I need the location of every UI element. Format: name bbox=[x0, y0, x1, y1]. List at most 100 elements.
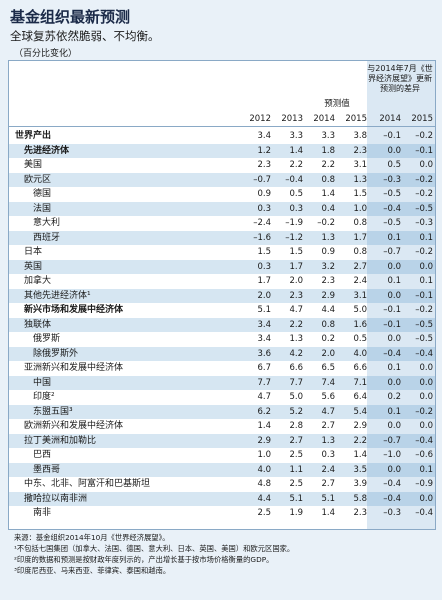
table-row: 法国 0.3 0.3 0.4 1.0 –0.4 –0.5 bbox=[9, 201, 435, 216]
value-cell: –0.4 bbox=[415, 508, 433, 518]
value-cell: 0.2 bbox=[387, 392, 401, 402]
note: 来源：基金组织2014年10月《世界经济展望》。 bbox=[14, 533, 170, 542]
value-cell: 3.1 bbox=[353, 290, 367, 301]
value-cell: –0.4 bbox=[415, 348, 433, 359]
table-row: 加拿大 1.7 2.0 2.3 2.4 0.1 0.1 bbox=[9, 274, 435, 289]
value-cell: –0.4 bbox=[383, 479, 401, 489]
value-cell: 1.4 bbox=[353, 450, 367, 460]
value-cell: 5.0 bbox=[289, 392, 303, 402]
table-row: 英国 0.3 1.7 3.2 2.7 0.0 0.0 bbox=[9, 259, 435, 274]
value-cell: –0.1 bbox=[383, 305, 401, 315]
value-cell: 2.0 bbox=[289, 276, 303, 286]
note: ³印度尼西亚、马来西亚、菲律宾、泰国和越南。 bbox=[14, 566, 171, 575]
value-cell: 0.0 bbox=[419, 261, 433, 272]
value-cell: 2.2 bbox=[289, 319, 303, 330]
value-cell: 7.7 bbox=[257, 377, 271, 388]
value-cell: 1.5 bbox=[353, 189, 367, 199]
value-cell: 0.0 bbox=[387, 464, 401, 475]
row-shade bbox=[367, 201, 435, 216]
row-label: 日本 bbox=[24, 247, 43, 257]
value-cell: –0.9 bbox=[415, 479, 433, 489]
value-cell: –0.1 bbox=[415, 145, 433, 156]
value-cell: –0.3 bbox=[383, 174, 401, 185]
row-label: 先进经济体 bbox=[24, 145, 70, 156]
table-row: 撒哈拉以南非洲 4.4 5.1 5.1 5.8 –0.4 0.0 bbox=[9, 491, 435, 506]
row-label: 意大利 bbox=[33, 218, 61, 228]
value-cell: 2.5 bbox=[289, 450, 303, 460]
value-cell: 2.3 bbox=[289, 290, 303, 301]
value-cell: –1.2 bbox=[285, 232, 303, 243]
value-cell: 4.0 bbox=[353, 348, 367, 359]
year: 2015 bbox=[345, 114, 367, 124]
year: 2012 bbox=[249, 114, 271, 124]
value-cell: –0.2 bbox=[415, 174, 433, 185]
row-label: 西班牙 bbox=[33, 232, 61, 243]
value-cell: 0.8 bbox=[353, 247, 367, 257]
value-cell: 5.6 bbox=[321, 392, 335, 402]
row-shade bbox=[367, 346, 435, 361]
value-cell: 2.2 bbox=[289, 160, 303, 170]
value-cell: 2.5 bbox=[257, 508, 271, 518]
value-cell: –2.4 bbox=[253, 218, 271, 228]
table-row: 美国 2.3 2.2 2.2 3.1 0.5 0.0 bbox=[9, 158, 435, 173]
value-cell: 0.0 bbox=[419, 493, 433, 504]
value-cell: –0.7 bbox=[383, 247, 401, 257]
value-cell: –1.9 bbox=[285, 218, 303, 228]
value-cell: 2.9 bbox=[353, 421, 367, 431]
row-shade bbox=[367, 172, 435, 187]
row-label: 南非 bbox=[33, 508, 52, 518]
value-cell: –0.4 bbox=[383, 493, 401, 504]
value-cell: 3.2 bbox=[321, 261, 335, 272]
value-cell: 0.0 bbox=[387, 261, 401, 272]
row-label: 墨西哥 bbox=[33, 464, 61, 475]
value-cell: 2.2 bbox=[353, 435, 367, 446]
table-row: 西班牙 –1.6 –1.2 1.3 1.7 0.1 0.1 bbox=[9, 230, 435, 245]
value-cell: –0.1 bbox=[383, 319, 401, 330]
value-cell: –0.2 bbox=[415, 189, 433, 199]
row-label: 其他先进经济体¹ bbox=[24, 290, 91, 301]
value-cell: 2.0 bbox=[257, 290, 271, 301]
table-row: 墨西哥 4.0 1.1 2.4 3.5 0.0 0.1 bbox=[9, 462, 435, 477]
row-label: 新兴市场和发展中经济体 bbox=[24, 305, 124, 315]
row-label: 亚洲新兴和发展中经济体 bbox=[24, 363, 124, 373]
value-cell: 2.4 bbox=[321, 464, 335, 475]
value-cell: 4.7 bbox=[321, 406, 335, 417]
table: 与2014年7月《世界经济展望》更新预测的差异 预测值 2012 2013 2014… bbox=[8, 60, 436, 530]
diff-header: 与2014年7月《世界经济展望》更新预测的差异 bbox=[367, 64, 433, 93]
table-row: 意大利 –2.4 –1.9 –0.2 0.8 –0.5 –0.3 bbox=[9, 216, 435, 231]
row-shade bbox=[367, 375, 435, 390]
year: 2013 bbox=[281, 114, 303, 124]
value-cell: 1.9 bbox=[289, 508, 303, 518]
value-cell: –0.5 bbox=[383, 189, 401, 199]
value-cell: 5.2 bbox=[289, 406, 303, 417]
table-row: 德国 0.9 0.5 1.4 1.5 –0.5 –0.2 bbox=[9, 187, 435, 202]
value-cell: 1.1 bbox=[289, 464, 303, 475]
value-cell: 0.0 bbox=[419, 160, 433, 170]
value-cell: 1.4 bbox=[289, 145, 303, 156]
row-shade bbox=[367, 404, 435, 419]
value-cell: 2.9 bbox=[321, 290, 335, 301]
value-cell: 4.7 bbox=[257, 392, 271, 402]
row-label: 独联体 bbox=[24, 319, 52, 330]
row-shade bbox=[367, 230, 435, 245]
row-shade bbox=[367, 462, 435, 477]
value-cell: 6.5 bbox=[321, 363, 335, 373]
value-cell: 4.8 bbox=[257, 479, 271, 489]
row-label: 中东、北非、阿富汗和巴基斯坦 bbox=[24, 479, 151, 489]
value-cell: –0.2 bbox=[415, 131, 433, 141]
value-cell: 1.5 bbox=[289, 247, 303, 257]
value-cell: 0.1 bbox=[387, 232, 401, 243]
value-cell: 0.0 bbox=[419, 363, 433, 373]
value-cell: 0.0 bbox=[387, 290, 401, 301]
row-shade bbox=[367, 259, 435, 274]
table-row: 中国 7.7 7.7 7.4 7.1 0.0 0.0 bbox=[9, 375, 435, 390]
row-shade bbox=[367, 288, 435, 303]
value-cell: 0.9 bbox=[257, 189, 271, 199]
value-cell: 1.4 bbox=[321, 508, 335, 518]
value-cell: 0.0 bbox=[387, 145, 401, 156]
row-label: 欧洲新兴和发展中经济体 bbox=[24, 421, 124, 431]
value-cell: 0.3 bbox=[257, 261, 271, 272]
value-cell: 1.4 bbox=[257, 421, 271, 431]
value-cell: 1.4 bbox=[321, 189, 335, 199]
value-cell: 1.6 bbox=[353, 319, 367, 330]
